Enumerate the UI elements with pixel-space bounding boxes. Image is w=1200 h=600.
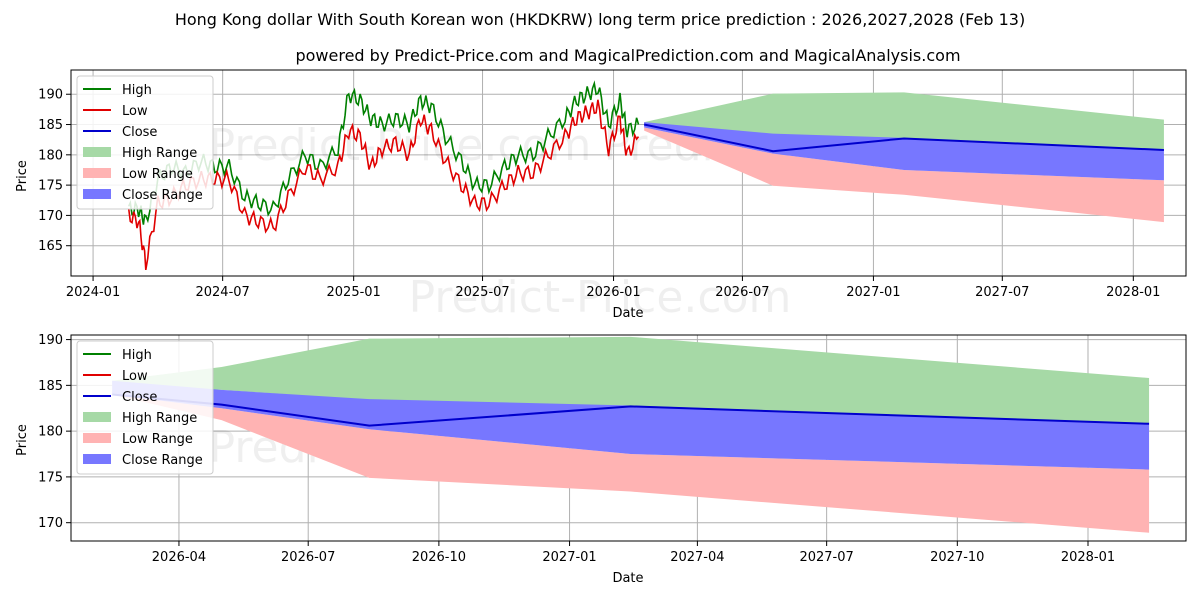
top-y-ticks: 165 170 175 180 185 190 — [38, 88, 71, 254]
y-tick-label: 190 — [38, 88, 63, 103]
bottom-plot-frame — [70, 334, 1187, 542]
x-tick-label: 2025-07 — [455, 285, 509, 300]
bottom-forecast-bands — [112, 336, 1150, 533]
legend-close-range-swatch — [83, 189, 111, 199]
top-x-ticks: 2024-01 2024-07 2025-01 2025-07 2026-01 2026-… — [66, 276, 1160, 300]
x-tick-label: 2027-07 — [975, 285, 1029, 300]
top-y-axis-label: Price — [15, 160, 30, 192]
bottom-y-axis-label: Price — [15, 424, 30, 456]
x-tick-label: 2027-10 — [930, 550, 984, 565]
legend-close-range-label: Close Range — [122, 453, 203, 468]
high-range-band — [112, 336, 1150, 424]
bottom-legend: High Low Close High Range Low Range Close Ran… — [76, 340, 214, 475]
low-range-band — [644, 127, 1164, 223]
y-tick-label: 170 — [38, 516, 63, 531]
legend-high-label: High — [122, 83, 152, 98]
chart-subtitle: powered by Predict-Price.com and Magical… — [295, 46, 960, 65]
x-tick-label: 2026-04 — [152, 550, 206, 565]
legend-close-range-label: Close Range — [122, 188, 203, 203]
high-range-band — [644, 92, 1164, 150]
legend-low-label: Low — [122, 369, 148, 384]
x-tick-label: 2026-10 — [412, 550, 466, 565]
y-tick-label: 175 — [38, 179, 63, 194]
bottom-x-axis-label: Date — [612, 571, 643, 586]
legend-low-range-swatch — [83, 168, 111, 178]
legend-close-label: Close — [122, 125, 157, 140]
x-tick-label: 2027-04 — [670, 550, 724, 565]
x-tick-label: 2028-01 — [1061, 550, 1115, 565]
y-tick-label: 180 — [38, 425, 63, 440]
top-plot-frame — [70, 69, 1187, 277]
legend-low-range-swatch — [83, 433, 111, 443]
legend-low-range-label: Low Range — [122, 167, 193, 182]
x-tick-label: 2027-01 — [846, 285, 900, 300]
legend-high-range-swatch — [83, 147, 111, 157]
bottom-y-ticks: 170 175 180 185 190 — [38, 333, 71, 531]
top-x-axis-label: Date — [612, 306, 643, 321]
legend-high-range-label: High Range — [122, 146, 197, 161]
close-range-band — [112, 380, 1150, 470]
legend-close-label: Close — [122, 390, 157, 405]
x-tick-label: 2025-01 — [327, 285, 381, 300]
close-range-band — [644, 122, 1164, 181]
legend-high-label: High — [122, 348, 152, 363]
legend-low-range-label: Low Range — [122, 432, 193, 447]
legend-high-range-swatch — [83, 412, 111, 422]
y-tick-label: 170 — [38, 209, 63, 224]
x-tick-label: 2026-07 — [281, 550, 335, 565]
chart-title: Hong Kong dollar With South Korean won (… — [175, 10, 1025, 29]
legend-low-label: Low — [122, 104, 148, 119]
y-tick-label: 175 — [38, 470, 63, 485]
top-watermark-left: Predict-Price.com — [209, 120, 592, 171]
y-tick-label: 190 — [38, 333, 63, 348]
y-tick-label: 165 — [38, 239, 63, 254]
legend-close-range-swatch — [83, 454, 111, 464]
low-range-band — [112, 389, 1150, 533]
close-forecast-line — [643, 123, 1164, 153]
legend-high-range-label: High Range — [122, 411, 197, 426]
y-tick-label: 180 — [38, 148, 63, 163]
x-tick-label: 2024-07 — [195, 285, 249, 300]
mid-watermark: Predict-Price.com — [409, 272, 792, 323]
y-tick-label: 185 — [38, 379, 63, 394]
x-tick-label: 2027-01 — [542, 550, 596, 565]
x-tick-label: 2028-01 — [1106, 285, 1160, 300]
x-tick-label: 2026-07 — [715, 285, 769, 300]
y-tick-label: 185 — [38, 118, 63, 133]
bottom-panel: Predict-Price.com Predict-Price.com 2026… — [15, 333, 1187, 586]
x-tick-label: 2026-01 — [586, 285, 640, 300]
top-forecast-bands — [644, 92, 1164, 223]
x-tick-label: 2024-01 — [66, 285, 120, 300]
x-tick-label: 2027-07 — [799, 550, 853, 565]
top-legend: High Low Close High Range Low Range Close Ran… — [76, 75, 214, 210]
bottom-x-ticks: 2026-04 2026-07 2026-10 2027-01 2027-04 2027-… — [152, 541, 1115, 565]
top-panel: Predict-Price.com Predict-Price.com Pred… — [15, 69, 1187, 323]
